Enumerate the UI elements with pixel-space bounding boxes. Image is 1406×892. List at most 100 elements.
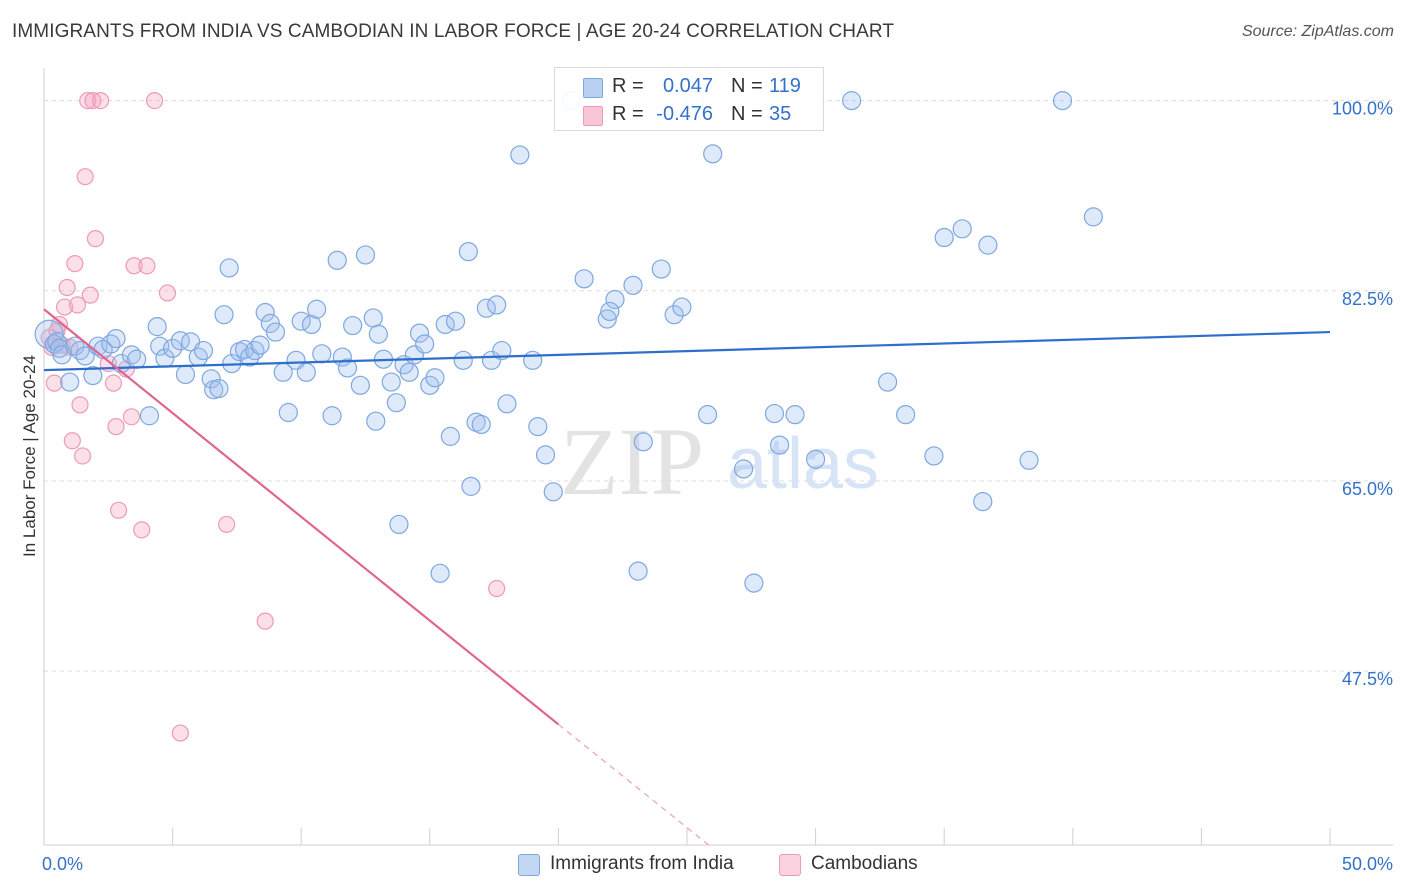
cambodia-swatch (583, 106, 603, 126)
india-swatch (583, 78, 603, 98)
correlation-legend: R = 0.047 N = 119 R = -0.476 N = 35 (554, 67, 824, 131)
cambodia-point (58, 278, 76, 297)
india-point (296, 362, 316, 382)
y-tick-label: 82.5% (1342, 289, 1393, 309)
cambodia-trend-line (43, 308, 560, 726)
india-point (896, 405, 916, 425)
cambodia-point (91, 92, 110, 110)
cambodia-point (133, 521, 151, 539)
cambodia-point (109, 501, 128, 519)
india-r-label: R = (612, 75, 644, 97)
cambodia-point (55, 298, 74, 316)
india-point (366, 411, 386, 431)
india-point (255, 302, 275, 323)
india-point (307, 299, 327, 319)
india-point (70, 340, 90, 361)
india-point (487, 295, 507, 315)
india-point (425, 368, 445, 388)
cambodia-point (66, 255, 84, 273)
india-point (343, 315, 363, 336)
india-point (209, 378, 229, 399)
india-point (101, 334, 121, 354)
cambodia-point (138, 257, 156, 275)
india-point (327, 250, 347, 270)
india-point (697, 405, 718, 425)
india-point (934, 227, 954, 248)
india-point (1052, 91, 1073, 111)
trend-lines (43, 308, 1331, 849)
india-point (458, 242, 478, 262)
india-point (250, 335, 270, 355)
cambodia-r-label: R = (612, 103, 644, 125)
cambodia-point (86, 230, 105, 248)
india-point (126, 349, 147, 369)
india-point (510, 145, 530, 165)
india-point (193, 340, 214, 361)
india-point (301, 314, 322, 335)
india-n-label: N = (731, 75, 763, 97)
india-point (623, 275, 643, 295)
cambodia-point (122, 408, 141, 426)
india-point (106, 328, 126, 349)
y-axis-label: In Labor Force | Age 20-24 (20, 355, 39, 557)
axes (43, 68, 1393, 846)
y-tick-label: 47.5% (1342, 669, 1393, 689)
india-point (34, 319, 64, 349)
india-point (363, 308, 383, 328)
india-point (139, 406, 160, 426)
india-point (322, 406, 342, 426)
watermark: ZIP atlas (560, 408, 879, 515)
india-point (523, 350, 543, 370)
india-point (83, 365, 103, 386)
legend-row-india: R = 0.047 N = 119 (555, 72, 823, 102)
cambodia-point (68, 296, 87, 314)
india-point (535, 445, 556, 465)
cambodia-n-value: 35 (769, 103, 792, 125)
cambodia-point (107, 418, 125, 436)
india-point (597, 309, 617, 329)
india-point (543, 482, 563, 502)
india-point (842, 91, 862, 111)
india-point (628, 561, 648, 581)
india-point (214, 305, 234, 325)
india-point (476, 298, 496, 318)
india-point (497, 394, 517, 414)
cambodia-trend-extension (557, 723, 714, 849)
grid-lines (44, 100, 1393, 672)
india-point (952, 219, 972, 239)
india-point (170, 331, 190, 351)
india-point (381, 372, 401, 392)
india-point (978, 235, 998, 255)
india-point (368, 324, 388, 344)
india-point (60, 372, 80, 392)
india-r-value: 0.047 (662, 75, 713, 97)
india-point (219, 258, 239, 278)
india-point (291, 311, 311, 331)
india-point (350, 375, 370, 395)
india-point (453, 350, 473, 370)
india-point (672, 297, 692, 317)
cambodia-point (81, 286, 99, 304)
cambodia-point (45, 374, 63, 392)
cambodia-point (145, 92, 164, 110)
india-points (34, 91, 1103, 593)
cambodia-point (71, 396, 89, 414)
india-point (703, 144, 723, 164)
india-point (175, 364, 196, 385)
cambodia-point (73, 447, 92, 465)
india-point (147, 317, 167, 337)
india-point (435, 314, 455, 335)
watermark-zip: ZIP (560, 408, 704, 515)
india-point (492, 340, 512, 361)
india-point (430, 563, 450, 583)
cambodia-points (40, 92, 506, 742)
india-point (1083, 207, 1103, 227)
india-point (278, 402, 298, 423)
india-point (409, 323, 430, 343)
india-point (805, 449, 826, 469)
cambodia-point (488, 579, 506, 598)
x-tick-label: 50.0% (1342, 854, 1393, 874)
legend-india-swatch (518, 854, 540, 876)
cambodia-point (79, 92, 97, 110)
india-point (440, 426, 460, 446)
